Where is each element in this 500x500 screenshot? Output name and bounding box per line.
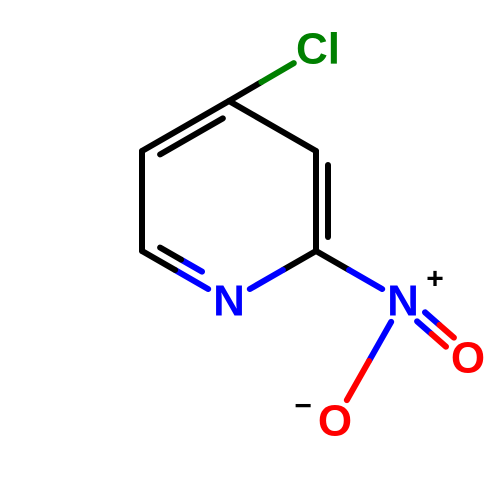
charge-n_nitro: + [426, 263, 444, 296]
molecule-diagram: NClNOO+− [0, 0, 500, 500]
atom-o_dbl: O [451, 334, 485, 383]
atom-n_ring: N [213, 277, 245, 326]
charge-o_neg: − [294, 390, 312, 423]
atom-cl: Cl [296, 25, 340, 74]
atom-o_neg: O [318, 397, 352, 446]
atom-n_nitro: N [387, 277, 419, 326]
